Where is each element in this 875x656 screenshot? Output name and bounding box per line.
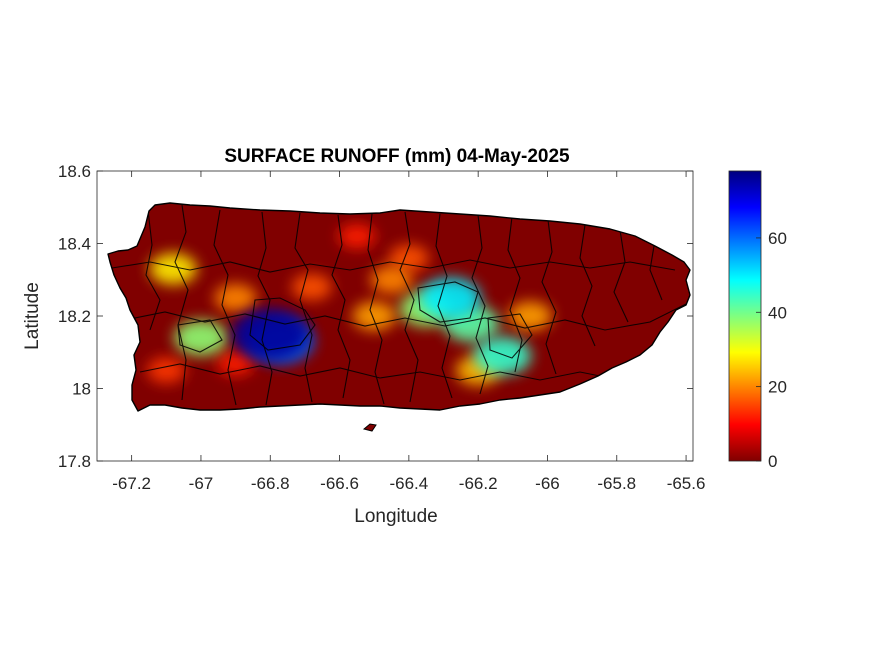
y-tick-label: 18: [72, 380, 91, 399]
runoff-hotspot: [174, 319, 228, 356]
runoff-hotspot: [214, 283, 257, 312]
x-tick-label: -65.6: [667, 474, 706, 493]
runoff-hotspot: [338, 223, 376, 249]
island-map: [107, 202, 691, 432]
x-axis: -67.2 -67 -66.8 -66.6 -66.4 -66.2 -66 -65.8 -65.…: [112, 171, 705, 493]
municipality-boundaries: [111, 204, 690, 406]
runoff-hotspot: [473, 336, 532, 376]
puerto-rico-land: [108, 203, 690, 411]
colorbar-tick-label: 60: [768, 229, 787, 248]
runoff-hotspot: [352, 301, 396, 331]
x-tick-label: -66.4: [389, 474, 428, 493]
x-tick-label: -66.8: [251, 474, 290, 493]
runoff-hotspot: [388, 244, 429, 272]
runoff-hotspot: [146, 357, 186, 384]
runoff-hotspot: [149, 253, 197, 285]
runoff-hotspot: [420, 277, 481, 319]
y-axis: 17.8 18 18.2 18.4 18.6: [58, 162, 693, 471]
colorbar-ticks: 0 20 40 60: [756, 229, 787, 471]
x-tick-label: -67.2: [112, 474, 151, 493]
colorbar: 0 20 40 60: [728, 170, 787, 471]
colorbar-gradient: [728, 170, 762, 462]
y-tick-label: 18.4: [58, 235, 91, 254]
y-tick-label: 18.2: [58, 307, 91, 326]
chart-title: SURFACE RUNOFF (mm) 04-May-2025: [224, 146, 570, 167]
small-island: [362, 423, 377, 432]
runoff-hotspot: [231, 308, 309, 360]
y-axis-label: Latitude: [22, 282, 43, 350]
runoff-hotspot: [508, 301, 552, 331]
x-tick-label: -65.8: [597, 474, 636, 493]
x-tick-label: -67: [189, 474, 214, 493]
x-tick-label: -66.2: [459, 474, 498, 493]
x-axis-label: Longitude: [354, 506, 437, 527]
colorbar-tick-label: 0: [768, 452, 777, 471]
x-tick-label: -66.6: [320, 474, 359, 493]
runoff-hotspot: [370, 265, 413, 294]
y-tick-label: 18.6: [58, 162, 91, 181]
colorbar-tick-label: 40: [768, 303, 787, 322]
runoff-hotspot: [291, 273, 332, 301]
coastline: [107, 202, 691, 412]
y-tick-label: 17.8: [58, 452, 91, 471]
x-tick-label: -66: [535, 474, 560, 493]
colorbar-tick-label: 20: [768, 378, 787, 397]
